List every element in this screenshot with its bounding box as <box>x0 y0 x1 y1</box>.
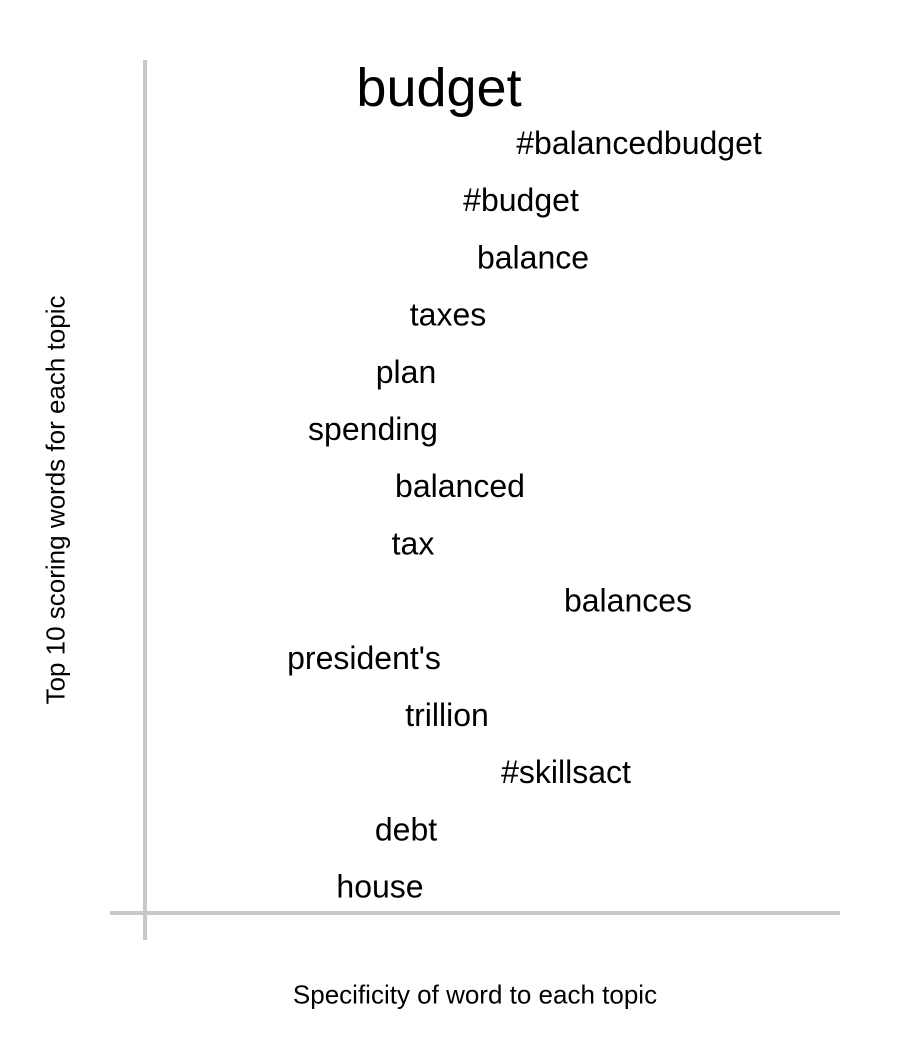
word-label: balances <box>564 583 692 619</box>
word-label: spending <box>308 411 438 447</box>
word-labels: budget #balancedbudget #budget balance taxes… <box>287 58 762 905</box>
word-label: tax <box>392 525 435 561</box>
x-axis-label: Specificity of word to each topic <box>292 979 658 1010</box>
word-label: taxes <box>410 297 486 333</box>
word-label: president's <box>287 640 441 676</box>
word-label: trillion <box>405 697 489 733</box>
word-label: debt <box>375 811 437 847</box>
y-axis-label: Top 10 scoring words for each topic <box>40 295 71 705</box>
word-label: plan <box>376 354 437 390</box>
word-label: house <box>336 869 423 905</box>
word-label: balance <box>477 239 589 275</box>
word-label: budget <box>356 58 521 118</box>
word-label: #skillsact <box>501 754 631 790</box>
word-label: balanced <box>395 468 525 504</box>
word-label: #balancedbudget <box>516 125 762 161</box>
word-label: #budget <box>463 182 579 218</box>
